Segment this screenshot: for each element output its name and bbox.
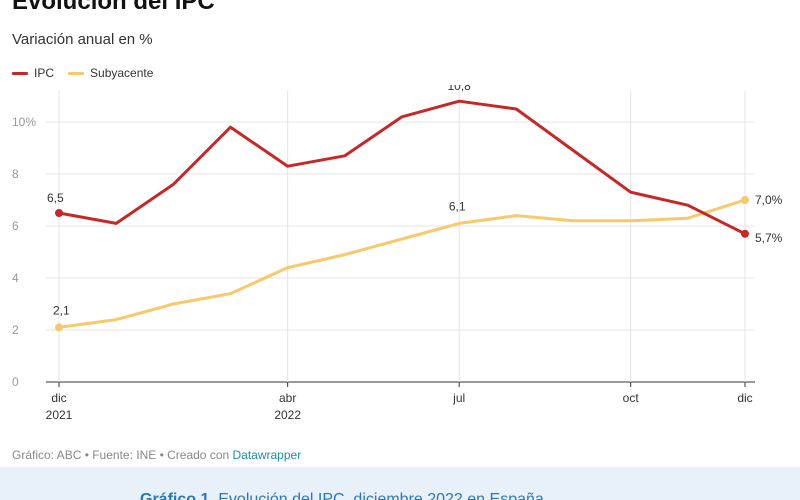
data-label-subyacente-12: 7,0% <box>755 193 783 207</box>
x-tick-year-0: 2021 <box>46 408 73 422</box>
legend-swatch-subyacente <box>68 71 85 75</box>
data-label-ipc-7: 10,8 <box>447 85 471 93</box>
legend-label-subyacente: Subyacente <box>90 66 154 80</box>
series-point-ipc-12 <box>741 229 749 238</box>
legend: IPC Subyacente <box>12 66 153 80</box>
y-tick-label-2: 2 <box>12 323 19 337</box>
caption-text: Gráfico 1. Evolución del IPC, diciembre … <box>140 491 544 500</box>
legend-swatch-ipc <box>12 71 28 75</box>
data-label-ipc-12: 5,7% <box>755 231 783 245</box>
series-point-subyacente-12 <box>741 196 749 204</box>
chart-footer: Gráfico: ABC • Fuente: INE • Creado con … <box>12 448 301 462</box>
legend-item-ipc: IPC <box>12 66 54 80</box>
chart-subtitle: Variación anual en % <box>12 31 153 48</box>
y-tick-label-0: 0 <box>12 375 19 389</box>
chart-title: Evolución del IPC <box>12 0 215 15</box>
caption-label: Gráfico 1 <box>140 491 210 500</box>
caption-body: . Evolución del IPC, diciembre 2022 en E… <box>209 491 544 500</box>
x-tick-label-7: jul <box>452 391 465 405</box>
x-tick-label-12: dic <box>737 391 752 405</box>
y-tick-label-4: 4 <box>12 271 19 285</box>
data-label-ipc-0: 6,5 <box>47 191 64 205</box>
series-point-ipc-0 <box>55 209 63 217</box>
x-tick-year-4: 2022 <box>274 408 301 422</box>
y-tick-label-8: 8 <box>12 167 19 181</box>
footer-credit: Gráfico: ABC • Fuente: INE • Creado con <box>12 448 233 462</box>
series-point-subyacente-0 <box>55 323 63 332</box>
series-line-subyacente <box>57 198 747 329</box>
caption-band: Gráfico 1. Evolución del IPC, diciembre … <box>0 467 800 500</box>
datawrapper-link[interactable]: Datawrapper <box>232 448 302 462</box>
line-chart: 0 2 4 6 8 10% dic 2021 abr 2022 jul oct dic 2,1 6,1 7,0… <box>12 85 783 422</box>
data-label-subyacente-0: 2,1 <box>53 303 70 317</box>
series-line-ipc <box>57 99 747 236</box>
y-tick-label-10: 10% <box>12 115 36 129</box>
legend-item-subyacente: Subyacente <box>68 66 153 80</box>
x-tick-label-10: oct <box>623 391 640 405</box>
data-label-subyacente-7: 6,1 <box>449 199 466 213</box>
legend-label-ipc: IPC <box>34 66 55 80</box>
x-tick-label-4: abr <box>279 391 296 405</box>
x-tick-label-0: dic <box>51 391 66 405</box>
y-tick-label-6: 6 <box>12 219 19 233</box>
